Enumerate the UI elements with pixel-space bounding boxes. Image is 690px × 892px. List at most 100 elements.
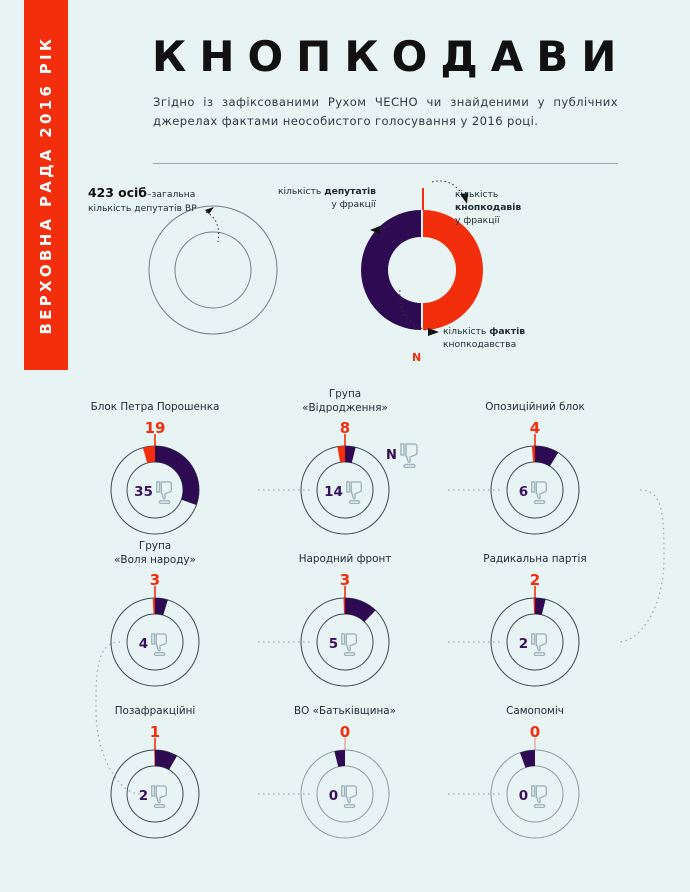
- donut-title: Група «Відродження»: [250, 388, 440, 416]
- donut-title: Радикальна партія: [440, 553, 630, 567]
- legend-arrow-deputies: [370, 226, 380, 234]
- pushers-count: 3: [339, 571, 351, 589]
- legend-pushers-label: кількість кнопкодавів у фракції: [455, 188, 575, 227]
- legend-outer-ring: [148, 205, 278, 335]
- donut-title: Блок Петра Порошенка: [60, 401, 250, 415]
- donut-arc-facts: [345, 446, 356, 463]
- thumbs-down-icon: [341, 785, 358, 808]
- donut-card[interactable]: Народний фронт 3 5: [250, 540, 440, 690]
- page-title: КНОПКОДАВИ: [152, 32, 630, 81]
- donut-title-line: ВО «Батьківщина»: [294, 705, 396, 717]
- legend-deputies-line2: у фракції: [331, 199, 376, 211]
- legend-total-value: 423 осіб: [88, 185, 147, 200]
- donut-title: Народний фронт: [250, 553, 440, 567]
- donut-title: Опозиційний блок: [440, 401, 630, 415]
- facts-group: 0: [250, 784, 440, 808]
- donut-title-line: Опозиційний блок: [485, 401, 585, 413]
- donut-arc-pushers: [533, 598, 535, 615]
- legend-pointer-deputies: [377, 215, 399, 231]
- facts-count: 5: [328, 636, 339, 652]
- donut-chart: [490, 586, 580, 687]
- donut-chart: [110, 738, 200, 839]
- donut-card[interactable]: ВО «Батьківщина» 0 0: [250, 692, 440, 842]
- facts-group: 2: [440, 632, 630, 656]
- donut-card[interactable]: Радикальна партія 2 2: [440, 540, 630, 690]
- donut-card[interactable]: Позафракційні 1 2: [60, 692, 250, 842]
- legend-pointer-total: [205, 211, 220, 243]
- legend-section: 423 осіб–загальна кількість депутатів ВР…: [0, 170, 690, 468]
- donut-chart: [300, 738, 390, 839]
- legend-center-n: N: [386, 447, 397, 463]
- donut-arc-facts: [334, 750, 345, 767]
- facts-count: 2: [518, 636, 529, 652]
- donut-arc-pushers: [343, 598, 345, 615]
- donut-title-line: «Воля народу»: [114, 553, 196, 566]
- donut-chart: [110, 434, 200, 535]
- legend-pushers-bold: кнопкодавів: [455, 202, 522, 214]
- donut-card[interactable]: Блок Петра Порошенка 19 35: [60, 388, 250, 538]
- donut-title-line: Група: [328, 388, 362, 400]
- connector-r1-r2: [617, 489, 665, 643]
- pushers-count: 19: [144, 419, 166, 437]
- page-subtitle: Згідно із зафіксованими Рухом ЧЕСНО чи з…: [153, 95, 618, 128]
- thumbs-down-icon: [155, 481, 172, 504]
- donut-grid: Блок Петра Порошенка 19 35 Група «Відроджен…: [0, 388, 690, 858]
- thumbs-down-icon: [151, 633, 168, 656]
- donut-card[interactable]: Опозиційний блок 4 6: [440, 388, 630, 538]
- thumbs-down-icon: [151, 785, 168, 808]
- donut-title: Самопоміч: [440, 705, 630, 719]
- donut-title: ВО «Батьківщина»: [250, 705, 440, 719]
- legend-center-group: N: [386, 442, 422, 468]
- legend-facts-line2: кнопкодавства: [443, 339, 517, 351]
- facts-count: 2: [138, 788, 149, 804]
- thumbs-down-icon: [341, 633, 358, 656]
- donut-chart: [490, 738, 580, 839]
- donut-card[interactable]: Самопоміч 0 0: [440, 692, 630, 842]
- legend-deputies-label: кількість депутатів у фракції: [272, 185, 376, 211]
- legend-pushers-line3: у фракції: [455, 215, 500, 227]
- legend-total-dash: –: [146, 189, 152, 200]
- legend-total-line2: кількість депутатів ВР: [88, 202, 197, 214]
- header-divider: [153, 163, 618, 164]
- legend-arc-purple: [361, 210, 421, 330]
- donut-arc-facts: [535, 598, 546, 615]
- pushers-count: 1: [149, 723, 161, 741]
- legend-facts-bold: фактів: [489, 326, 526, 337]
- donut-chart: [300, 434, 390, 535]
- legend-facts-label: кількість фактів кнопкодавства: [443, 325, 593, 351]
- donut-arc-facts: [519, 750, 535, 768]
- facts-group: 35: [60, 480, 250, 504]
- donut-chart: [300, 586, 390, 687]
- pushers-count: 3: [149, 571, 161, 589]
- legend-facts-plain: кількість: [443, 326, 490, 337]
- donut-arc-facts: [155, 750, 177, 770]
- facts-count: 6: [518, 484, 529, 500]
- legend-inner-ring: [174, 231, 252, 309]
- donut-title: Група «Воля народу»: [60, 540, 250, 568]
- donut-title-line: Група: [138, 540, 172, 552]
- donut-card[interactable]: Група «Воля народу» 3 4: [60, 540, 250, 690]
- pushers-count: 8: [339, 419, 351, 437]
- grid-connectors: [95, 489, 665, 795]
- donut-arc-facts: [345, 598, 376, 622]
- legend-total-label: 423 осіб–загальна кількість депутатів ВР: [88, 184, 197, 215]
- pushers-count: 0: [339, 723, 351, 741]
- legend-arrow-facts: [428, 328, 439, 336]
- donut-arc-facts: [155, 598, 168, 616]
- donut-title-line: Радикальна партія: [483, 553, 587, 565]
- facts-group: 0: [440, 784, 630, 808]
- donut-title-line: Позафракційні: [114, 705, 196, 717]
- donut-chart: [490, 434, 580, 535]
- donut-card[interactable]: Група «Відродження» 8 14: [250, 388, 440, 538]
- facts-count: 35: [134, 484, 153, 500]
- pushers-count: 0: [529, 723, 541, 741]
- facts-group: 5: [250, 632, 440, 656]
- legend-arc-red: [423, 210, 483, 330]
- facts-count: 0: [518, 788, 529, 804]
- thumbs-down-icon: [400, 443, 418, 468]
- legend-arrow-total: [205, 207, 214, 214]
- donut-arc-facts: [535, 446, 559, 467]
- facts-count: 14: [324, 484, 343, 500]
- facts-group: 6: [440, 480, 630, 504]
- facts-group: 2: [60, 784, 250, 808]
